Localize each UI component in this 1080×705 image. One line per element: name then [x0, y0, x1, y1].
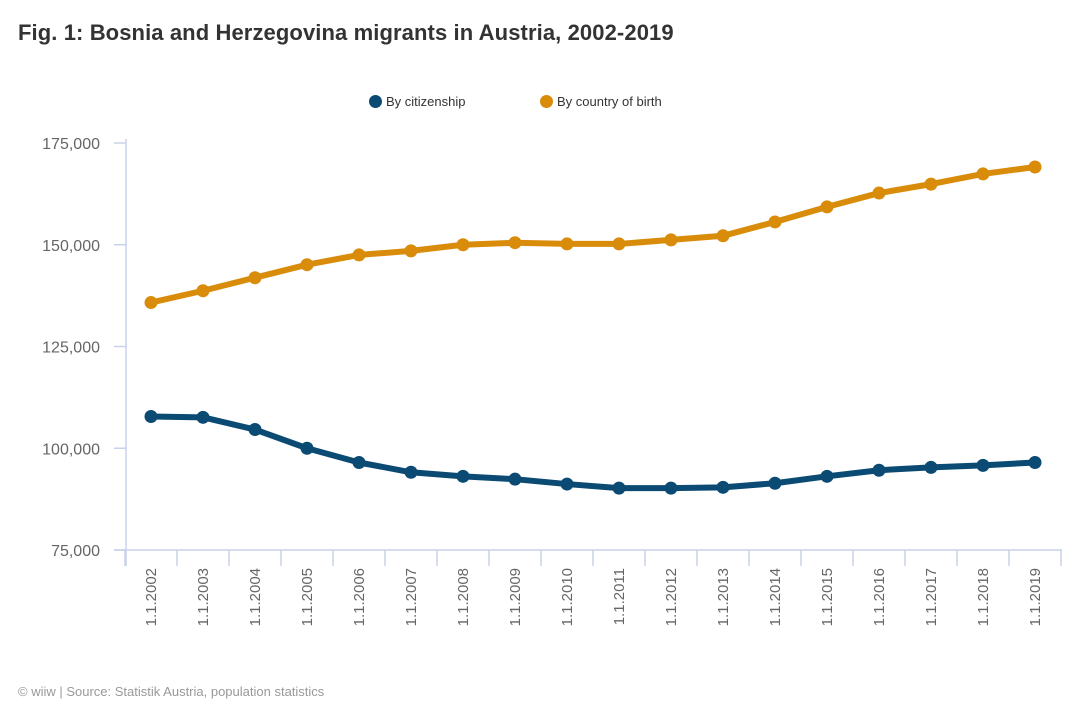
data-point-citizenship[interactable]	[612, 481, 626, 495]
chart-title: Fig. 1: Bosnia and Herzegovina migrants …	[18, 20, 674, 45]
series-line-country-of-birth	[148, 164, 1038, 306]
data-point-country-of-birth[interactable]	[352, 248, 366, 262]
x-tick-label: 1.1.2003	[195, 568, 212, 626]
axes: 75,000 100,000 125,000 150,000 175,000 1.1.20…	[42, 136, 1062, 626]
data-point-citizenship[interactable]	[560, 477, 574, 491]
x-tick-label: 1.1.2014	[767, 568, 784, 626]
data-point-citizenship[interactable]	[300, 441, 314, 455]
data-point-citizenship[interactable]	[456, 469, 470, 483]
data-point-citizenship[interactable]	[508, 472, 522, 486]
x-tick-label: 1.1.2009	[507, 568, 524, 626]
data-point-country-of-birth[interactable]	[248, 271, 262, 285]
x-tick-label: 1.1.2011	[611, 568, 628, 625]
data-point-country-of-birth[interactable]	[1028, 160, 1042, 174]
data-point-citizenship[interactable]	[976, 458, 990, 472]
data-point-citizenship[interactable]	[924, 460, 938, 474]
data-point-citizenship[interactable]	[872, 463, 886, 477]
data-point-country-of-birth[interactable]	[300, 258, 314, 272]
y-tick-label: 100,000	[42, 441, 100, 458]
legend-marker-citizenship	[369, 95, 382, 108]
y-tick-label: 175,000	[42, 136, 100, 153]
x-tick-label: 1.1.2016	[871, 568, 888, 626]
data-point-country-of-birth[interactable]	[144, 296, 158, 310]
data-point-country-of-birth[interactable]	[508, 236, 522, 250]
data-point-country-of-birth[interactable]	[820, 200, 834, 214]
legend-marker-country-of-birth	[540, 95, 553, 108]
data-point-country-of-birth[interactable]	[872, 186, 886, 200]
x-tick-label: 1.1.2015	[819, 568, 836, 626]
x-tick-label: 1.1.2007	[403, 568, 420, 626]
series-citizenship	[144, 410, 1042, 495]
data-point-citizenship[interactable]	[404, 465, 418, 479]
legend-label-citizenship: By citizenship	[386, 94, 466, 109]
y-tick-label: 125,000	[42, 340, 100, 357]
x-tick-label: 1.1.2013	[715, 568, 732, 626]
data-point-citizenship[interactable]	[768, 476, 782, 490]
x-tick-label: 1.1.2017	[923, 568, 940, 626]
data-point-citizenship[interactable]	[352, 455, 366, 469]
data-point-citizenship[interactable]	[664, 481, 678, 495]
data-point-country-of-birth[interactable]	[924, 177, 938, 191]
x-tick-label: 1.1.2019	[1027, 568, 1044, 626]
data-point-citizenship[interactable]	[820, 469, 834, 483]
x-tick-label: 1.1.2006	[351, 568, 368, 626]
data-point-country-of-birth[interactable]	[664, 233, 678, 247]
data-point-citizenship[interactable]	[144, 410, 158, 424]
legend-label-country-of-birth: By country of birth	[557, 94, 662, 109]
source-footer: © wiiw | Source: Statistik Austria, popu…	[18, 684, 325, 699]
x-tick-label: 1.1.2004	[247, 568, 264, 626]
data-point-citizenship[interactable]	[196, 410, 210, 424]
data-point-country-of-birth[interactable]	[560, 237, 574, 251]
legend-item-country-of-birth[interactable]: By country of birth	[540, 94, 662, 109]
series-country-of-birth	[144, 160, 1042, 310]
data-point-citizenship[interactable]	[716, 480, 730, 494]
x-tick-label: 1.1.2008	[455, 568, 472, 626]
series-line-citizenship	[148, 413, 1038, 492]
x-tick-label: 1.1.2012	[663, 568, 680, 626]
x-tick-label: 1.1.2018	[975, 568, 992, 626]
legend: By citizenship By country of birth	[0, 94, 1080, 114]
y-tick-label: 150,000	[42, 238, 100, 255]
series-layer	[144, 160, 1042, 495]
data-point-country-of-birth[interactable]	[976, 167, 990, 181]
data-point-country-of-birth[interactable]	[612, 237, 626, 251]
data-point-country-of-birth[interactable]	[404, 244, 418, 258]
legend-item-citizenship[interactable]: By citizenship	[369, 94, 465, 109]
data-point-country-of-birth[interactable]	[768, 215, 782, 229]
data-point-country-of-birth[interactable]	[196, 284, 210, 298]
data-point-citizenship[interactable]	[248, 423, 262, 437]
x-tick-label: 1.1.2010	[559, 568, 576, 626]
data-point-country-of-birth[interactable]	[456, 238, 470, 252]
data-point-citizenship[interactable]	[1028, 455, 1042, 469]
y-tick-label: 75,000	[51, 543, 100, 560]
x-tick-label: 1.1.2005	[299, 568, 316, 626]
data-point-country-of-birth[interactable]	[716, 229, 730, 243]
x-tick-label: 1.1.2002	[143, 568, 160, 626]
